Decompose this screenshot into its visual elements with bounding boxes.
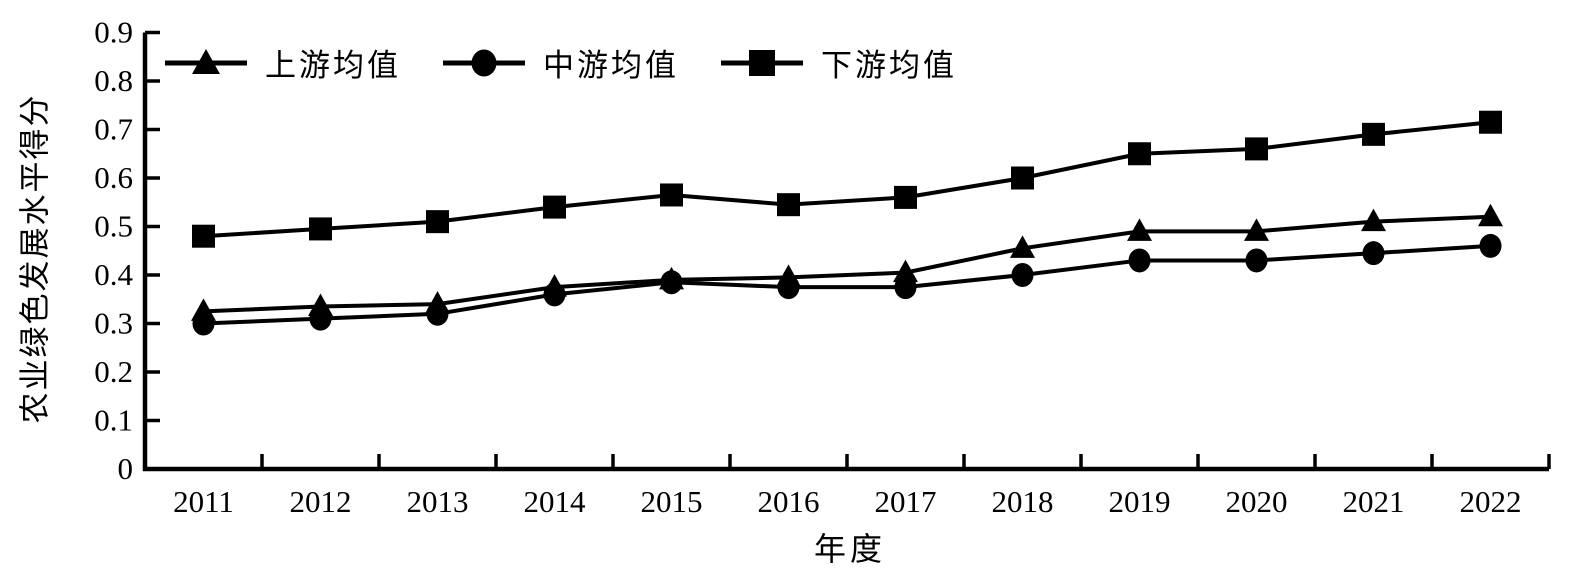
svg-text:0: 0: [118, 451, 134, 486]
legend-item-midstream: 中游均值: [441, 40, 679, 85]
svg-text:2015: 2015: [641, 484, 703, 519]
svg-text:0.8: 0.8: [94, 63, 133, 98]
svg-text:0.3: 0.3: [94, 306, 133, 341]
y-axis-title: 农业绿色发展水平得分: [17, 93, 53, 424]
chart-legend: 上游均值 中游均值 下游均值: [163, 40, 957, 85]
legend-item-upstream: 上游均值: [163, 40, 401, 85]
svg-text:2017: 2017: [875, 484, 937, 519]
svg-text:0.4: 0.4: [94, 257, 133, 292]
x-axis-title: 年度: [813, 531, 886, 567]
svg-text:2013: 2013: [407, 484, 469, 519]
svg-text:2016: 2016: [758, 484, 820, 519]
svg-text:0.7: 0.7: [94, 112, 133, 147]
svg-text:0.6: 0.6: [94, 160, 133, 195]
svg-text:2019: 2019: [1109, 484, 1171, 519]
svg-text:0.1: 0.1: [94, 403, 133, 438]
legend-label-upstream: 上游均值: [265, 48, 401, 83]
triangle-marker-icon: [165, 48, 247, 74]
svg-text:2014: 2014: [524, 484, 587, 519]
square-marker-icon: [721, 49, 803, 76]
svg-text:2022: 2022: [1460, 484, 1522, 519]
legend-item-downstream: 下游均值: [719, 40, 957, 85]
svg-text:0.5: 0.5: [94, 209, 133, 244]
svg-text:2021: 2021: [1343, 484, 1405, 519]
circle-marker-icon: [443, 49, 525, 76]
svg-text:2018: 2018: [992, 484, 1054, 519]
svg-text:0.2: 0.2: [94, 354, 133, 389]
svg-text:2011: 2011: [173, 484, 234, 519]
svg-text:0.9: 0.9: [94, 15, 133, 50]
legend-label-downstream: 下游均值: [821, 48, 957, 83]
legend-label-midstream: 中游均值: [543, 48, 679, 83]
svg-text:2012: 2012: [290, 484, 352, 519]
svg-text:2020: 2020: [1226, 484, 1288, 519]
